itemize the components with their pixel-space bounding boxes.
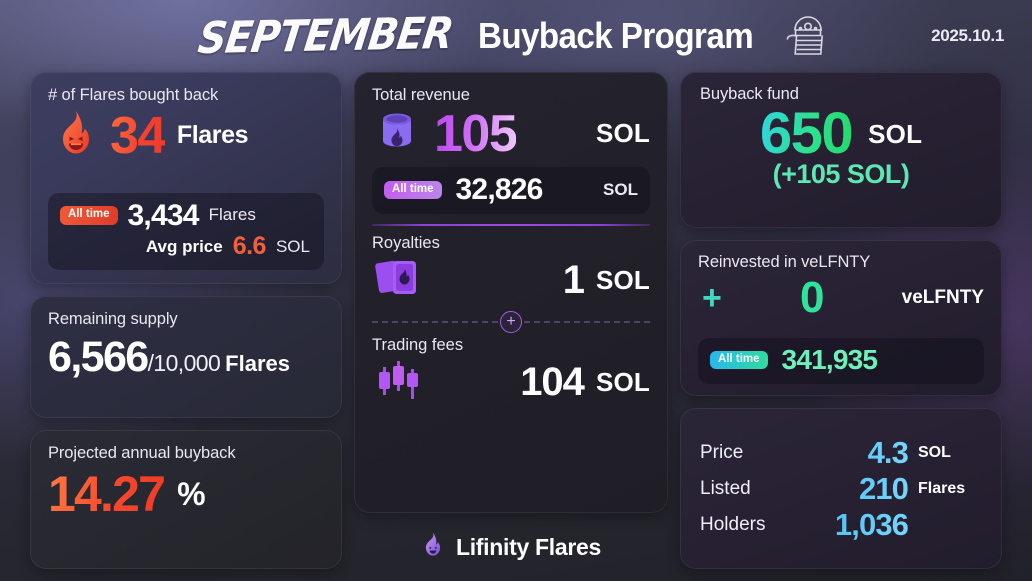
- card-flares-bought-back: # of Flares bought back: [30, 72, 342, 284]
- stat-row-price: Price 4.3 SOL: [700, 434, 980, 472]
- bought-back-subpanel: All time 3,434 Flares Avg price 6.6 SOL: [48, 192, 324, 270]
- stat-row-listed: Listed 210 Flares: [700, 470, 980, 508]
- avg-price-label: Avg price: [145, 236, 223, 256]
- revenue-all-time-unit: SOL: [603, 179, 638, 199]
- revenue-subpanel: All time 32,826 SOL: [372, 167, 650, 214]
- stat-value: 210: [794, 470, 909, 508]
- plus-divider: +: [372, 310, 650, 334]
- revenue-all-time-value: 32,826: [455, 173, 544, 206]
- card-reinvested: Reinvested in veLFNTY + 0 veLFNTY All ti…: [680, 240, 1002, 396]
- card-title: Buyback fund: [700, 85, 799, 103]
- brand-footer: Lifinity Flares: [354, 525, 668, 569]
- cookie-jar-icon: [783, 9, 833, 64]
- buyback-fund-value: 650: [759, 101, 854, 166]
- royalties-value: 1: [562, 258, 585, 302]
- brand-name: Lifinity Flares: [455, 533, 602, 560]
- bought-back-unit: Flares: [176, 121, 249, 149]
- right-column: Buyback fund 650 SOL (+105 SOL) Reinvest…: [680, 72, 1002, 569]
- stat-value: 1,036: [794, 506, 909, 544]
- all-time-badge: All time: [710, 350, 768, 370]
- trading-fees-unit: SOL: [595, 366, 650, 397]
- projected-unit: %: [177, 475, 206, 512]
- dashboard-grid: # of Flares bought back: [0, 72, 1032, 581]
- buyback-fund-unit: SOL: [868, 118, 923, 149]
- stat-value: 4.3: [794, 434, 909, 472]
- stat-key: Holders: [700, 513, 766, 535]
- trading-fees-value: 104: [520, 360, 585, 404]
- royalties-title: Royalties: [372, 233, 440, 252]
- reinvested-all-time-value: 341,935: [781, 344, 878, 375]
- trading-fees-title: Trading fees: [372, 335, 464, 354]
- all-time-value: 3,434: [127, 198, 200, 232]
- buyback-fund-delta: (+105 SOL): [772, 159, 910, 189]
- card-market-stats: Price 4.3 SOL Listed 210 Flares Holders …: [680, 408, 1002, 569]
- remaining-supply-denominator: /10,000: [147, 350, 221, 376]
- left-column: # of Flares bought back: [30, 72, 342, 569]
- stat-unit: SOL: [918, 444, 951, 462]
- card-title: Projected annual buyback: [48, 444, 236, 462]
- section-divider: [372, 223, 650, 226]
- stat-row-holders: Holders 1,036: [700, 506, 980, 544]
- purple-flame-icon: [421, 531, 445, 563]
- candlestick-chart-icon: [374, 357, 426, 408]
- revenue-unit: SOL: [595, 118, 650, 148]
- all-time-badge: All time: [60, 206, 118, 225]
- projected-value: 14.27: [48, 466, 166, 522]
- card-title: Remaining supply: [48, 310, 178, 328]
- middle-column: Total revenue 105 SOL All time: [354, 72, 668, 569]
- plus-icon: +: [500, 310, 522, 333]
- stat-key: Listed: [700, 478, 751, 499]
- card-total-revenue: Total revenue 105 SOL All time: [354, 72, 668, 513]
- reinvested-value: 0: [800, 273, 825, 322]
- royalties-unit: SOL: [595, 264, 650, 295]
- barrel-flame-icon: [374, 107, 420, 160]
- reinvested-subpanel: All time 341,935: [698, 338, 984, 384]
- card-title: Reinvested in veLFNTY: [698, 253, 871, 271]
- cards-flame-icon: [374, 255, 426, 306]
- card-title: Total revenue: [372, 86, 470, 104]
- card-remaining-supply: Remaining supply 6,566 /10,000 Flares: [30, 296, 342, 418]
- avg-price-value: 6.6: [232, 232, 267, 260]
- remaining-supply-unit: Flares: [225, 351, 290, 376]
- reinvested-plus-sign: +: [702, 279, 722, 317]
- card-projected-annual-buyback: Projected annual buyback 14.27 %: [30, 430, 342, 569]
- page-header: SEPTEMBER Buyback Program 2025.10.1: [0, 0, 1032, 72]
- all-time-badge: All time: [384, 180, 442, 199]
- month-title: SEPTEMBER: [195, 8, 456, 64]
- remaining-supply-value: 6,566: [48, 333, 149, 381]
- card-buyback-fund: Buyback fund 650 SOL (+105 SOL): [680, 72, 1002, 228]
- card-title: # of Flares bought back: [48, 86, 219, 104]
- all-time-unit: Flares: [208, 205, 256, 225]
- date-stamp: 2025.10.1: [931, 26, 1004, 45]
- page-title: Buyback Program: [477, 15, 754, 56]
- bought-back-value: 34: [110, 106, 166, 165]
- avg-price-unit: SOL: [275, 236, 310, 256]
- revenue-value: 105: [434, 104, 518, 163]
- stat-key: Price: [700, 442, 744, 464]
- reinvested-unit: veLFNTY: [901, 287, 984, 308]
- flame-icon: [54, 109, 98, 162]
- stat-unit: Flares: [918, 480, 966, 497]
